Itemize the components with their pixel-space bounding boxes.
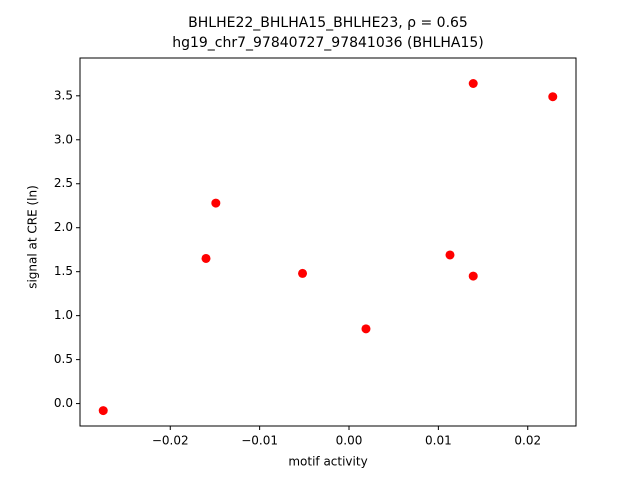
y-tick-label: 2.5 [54, 176, 73, 190]
point [548, 92, 558, 102]
y-tick-label: 0.5 [54, 352, 73, 366]
y-tick-label: 0.0 [54, 396, 73, 410]
point [468, 271, 478, 281]
x-tick-label: −0.02 [152, 434, 189, 448]
point [445, 250, 455, 260]
y-tick-label: 1.0 [54, 308, 73, 322]
y-axis-label: signal at CRE (ln) [26, 185, 40, 289]
chart-title: BHLHE22_BHLHA15_BHLHE23, ρ = 0.65 [188, 15, 468, 31]
x-tick-label: 0.02 [514, 434, 541, 448]
point [211, 198, 221, 208]
x-axis-label: motif activity [288, 455, 367, 469]
point [361, 324, 371, 334]
chart-subtitle: hg19_chr7_97840727_97841036 (BHLHA15) [172, 35, 484, 51]
y-tick-label: 1.5 [54, 264, 73, 278]
y-tick-label: 3.0 [54, 132, 73, 146]
x-tick-label: −0.01 [241, 434, 278, 448]
x-tick-label: 0.01 [425, 434, 452, 448]
y-tick-label: 3.5 [54, 88, 73, 102]
point [201, 253, 211, 263]
point [298, 268, 308, 278]
plot-frame [79, 57, 577, 427]
point [468, 79, 478, 89]
y-tick-label: 2.0 [54, 220, 73, 234]
point [98, 406, 108, 416]
x-tick-label: 0.00 [336, 434, 363, 448]
